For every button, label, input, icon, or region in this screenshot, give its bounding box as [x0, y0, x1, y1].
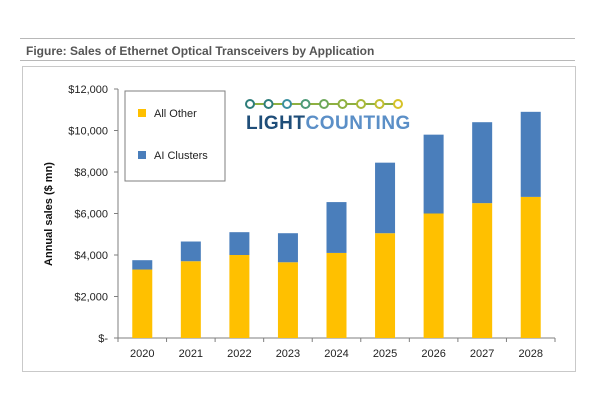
y-tick-label: $2,000 [74, 292, 108, 304]
y-axis-label: Annual sales ($ mn) [43, 162, 55, 266]
legend-swatch-all-other [138, 109, 146, 117]
logo-text-counting: COUNTING [306, 113, 411, 134]
y-tick-label: $8,000 [74, 167, 108, 179]
bar-all-other-2026 [423, 213, 444, 338]
x-tick-label: 2028 [518, 348, 542, 360]
bar-all-other-2023 [277, 262, 298, 338]
bar-ai-clusters-2023 [277, 233, 298, 263]
bar-ai-clusters-2027 [472, 122, 493, 204]
bar-all-other-2020 [132, 269, 153, 338]
y-tick-label: $10,000 [68, 126, 108, 138]
legend-label-ai-clusters: AI Clusters [154, 150, 208, 162]
bar-all-other-2027 [472, 203, 493, 338]
bar-ai-clusters-2020 [132, 260, 153, 270]
bar-all-other-2028 [520, 196, 541, 338]
chart-ticks: $- $2,000 $4,000 $6,000 $8,000 $10,000 $12,000… [68, 84, 556, 360]
bar-ai-clusters-2024 [326, 202, 347, 253]
logo-dot [337, 99, 348, 109]
logo-dots [245, 99, 403, 109]
bar-ai-clusters-2022 [229, 232, 250, 255]
logo-dot [245, 99, 255, 109]
legend-label-all-other: All Other [154, 108, 197, 120]
bar-all-other-2021 [180, 261, 201, 338]
x-tick-label: 2023 [276, 348, 300, 360]
bar-ai-clusters-2026 [423, 134, 444, 214]
logo-dot [356, 99, 366, 109]
bar-ai-clusters-2021 [180, 241, 201, 262]
logo-dot [282, 99, 292, 109]
bar-ai-clusters-2028 [520, 111, 541, 197]
logo-dot [319, 99, 329, 109]
logo-text-light: LIGHT [246, 113, 306, 134]
legend-box [124, 90, 226, 182]
y-tick-label: $12,000 [68, 84, 108, 96]
y-tick-label: $4,000 [74, 250, 108, 262]
chart-bars [132, 111, 541, 338]
figure-top-rule [20, 38, 575, 39]
x-tick-label: 2021 [179, 348, 203, 360]
figure-title: Figure: Sales of Ethernet Optical Transc… [26, 44, 375, 58]
logo-dot [263, 99, 274, 109]
bar-all-other-2025 [375, 233, 396, 338]
legend-swatch-ai-clusters [138, 151, 146, 159]
lightcounting-logo: LIGHTCOUNTING [245, 99, 411, 134]
figure-title-rule [20, 60, 575, 61]
x-tick-label: 2022 [227, 348, 251, 360]
bar-all-other-2022 [229, 255, 250, 338]
logo-dot [300, 99, 311, 109]
logo-dot [374, 99, 385, 109]
x-tick-label: 2025 [373, 348, 397, 360]
bar-all-other-2024 [326, 252, 347, 338]
x-tick-label: 2027 [470, 348, 494, 360]
x-tick-label: 2024 [324, 348, 348, 360]
logo-dot [393, 99, 403, 109]
x-tick-label: 2026 [421, 348, 445, 360]
y-tick-label: $6,000 [74, 209, 108, 221]
y-tick-label: $- [98, 333, 108, 345]
bar-ai-clusters-2025 [375, 162, 396, 234]
x-tick-label: 2020 [130, 348, 154, 360]
logo-wordmark: LIGHTCOUNTING [246, 113, 411, 134]
